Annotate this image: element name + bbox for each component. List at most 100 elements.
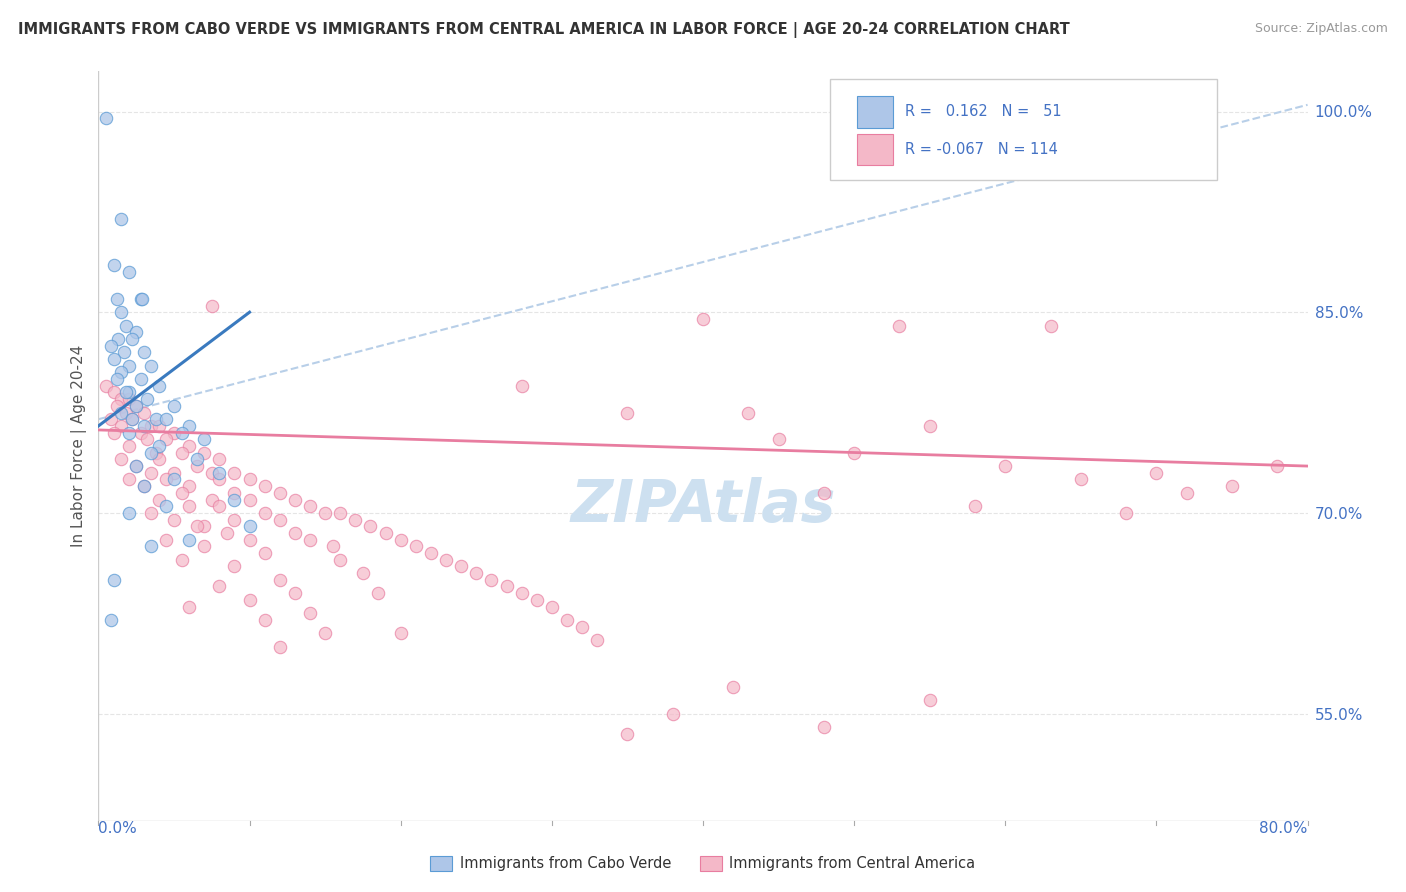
Point: [420, 546, 443, 560]
Point: [540, 599, 562, 614]
Point: [170, 425, 193, 440]
Point: [118, 392, 141, 407]
Point: [1267, 458, 1289, 473]
Point: [110, 366, 132, 380]
Point: [299, 499, 322, 513]
Point: [129, 372, 152, 386]
Point: [253, 546, 276, 560]
Point: [389, 533, 412, 547]
Point: [239, 519, 262, 533]
Point: [141, 539, 163, 553]
Point: [253, 479, 276, 493]
Point: [135, 392, 157, 407]
Point: [170, 552, 193, 567]
Point: [114, 406, 136, 420]
Point: [121, 332, 143, 346]
Point: [179, 439, 201, 453]
Point: [329, 552, 352, 567]
Point: [224, 485, 246, 500]
Point: [692, 312, 714, 326]
Point: [100, 613, 122, 627]
Point: [224, 466, 246, 480]
Point: [125, 458, 148, 473]
Point: [163, 512, 186, 526]
Point: [186, 458, 208, 473]
Point: [94, 379, 117, 393]
Point: [344, 512, 367, 526]
Point: [110, 406, 132, 420]
Point: [965, 499, 987, 513]
Point: [314, 626, 336, 640]
Point: [737, 406, 759, 420]
Point: [118, 439, 141, 453]
Point: [918, 693, 941, 707]
Point: [1070, 472, 1092, 486]
Text: R =   0.162   N =   51: R = 0.162 N = 51: [905, 104, 1062, 120]
Point: [208, 579, 231, 593]
Point: [239, 472, 262, 486]
Point: [141, 466, 163, 480]
Point: [450, 559, 472, 574]
Point: [284, 492, 307, 507]
Point: [179, 599, 201, 614]
Point: [107, 332, 129, 346]
Point: [114, 318, 136, 333]
Point: [510, 379, 533, 393]
Point: [465, 566, 488, 580]
Text: IMMIGRANTS FROM CABO VERDE VS IMMIGRANTS FROM CENTRAL AMERICA IN LABOR FORCE | A: IMMIGRANTS FROM CABO VERDE VS IMMIGRANTS…: [18, 22, 1070, 38]
Point: [94, 111, 117, 125]
Point: [186, 519, 208, 533]
Point: [208, 452, 231, 467]
Point: [299, 533, 322, 547]
Point: [163, 466, 186, 480]
Point: [723, 680, 745, 694]
Point: [179, 499, 201, 513]
Point: [253, 506, 276, 520]
Text: R = -0.067   N = 114: R = -0.067 N = 114: [905, 142, 1057, 157]
Point: [1146, 466, 1168, 480]
Point: [132, 479, 155, 493]
Point: [434, 552, 457, 567]
Point: [132, 406, 155, 420]
Point: [170, 445, 193, 460]
Point: [405, 539, 427, 553]
Point: [269, 640, 291, 654]
Point: [367, 586, 389, 600]
Point: [135, 432, 157, 446]
Point: [100, 412, 122, 426]
Point: [110, 211, 132, 226]
Point: [103, 351, 125, 366]
Point: [145, 445, 167, 460]
Point: [141, 445, 163, 460]
Point: [314, 506, 336, 520]
Point: [201, 298, 224, 312]
Point: [208, 472, 231, 486]
Point: [193, 432, 215, 446]
Point: [322, 539, 344, 553]
Point: [103, 385, 125, 400]
Point: [148, 418, 170, 433]
Point: [224, 559, 246, 574]
Point: [555, 613, 578, 627]
Point: [889, 318, 911, 333]
Point: [148, 439, 170, 453]
Point: [163, 425, 186, 440]
Point: [994, 458, 1017, 473]
Point: [193, 519, 215, 533]
Point: [768, 432, 790, 446]
Point: [526, 592, 548, 607]
Point: [179, 479, 201, 493]
Point: [481, 573, 503, 587]
Point: [112, 345, 135, 359]
Point: [118, 385, 141, 400]
Point: [616, 406, 638, 420]
Point: [813, 720, 835, 734]
Point: [1039, 318, 1062, 333]
Point: [170, 485, 193, 500]
Point: [329, 506, 352, 520]
Point: [105, 399, 128, 413]
Point: [918, 418, 941, 433]
Point: [121, 412, 143, 426]
Point: [118, 425, 141, 440]
Point: [813, 485, 835, 500]
